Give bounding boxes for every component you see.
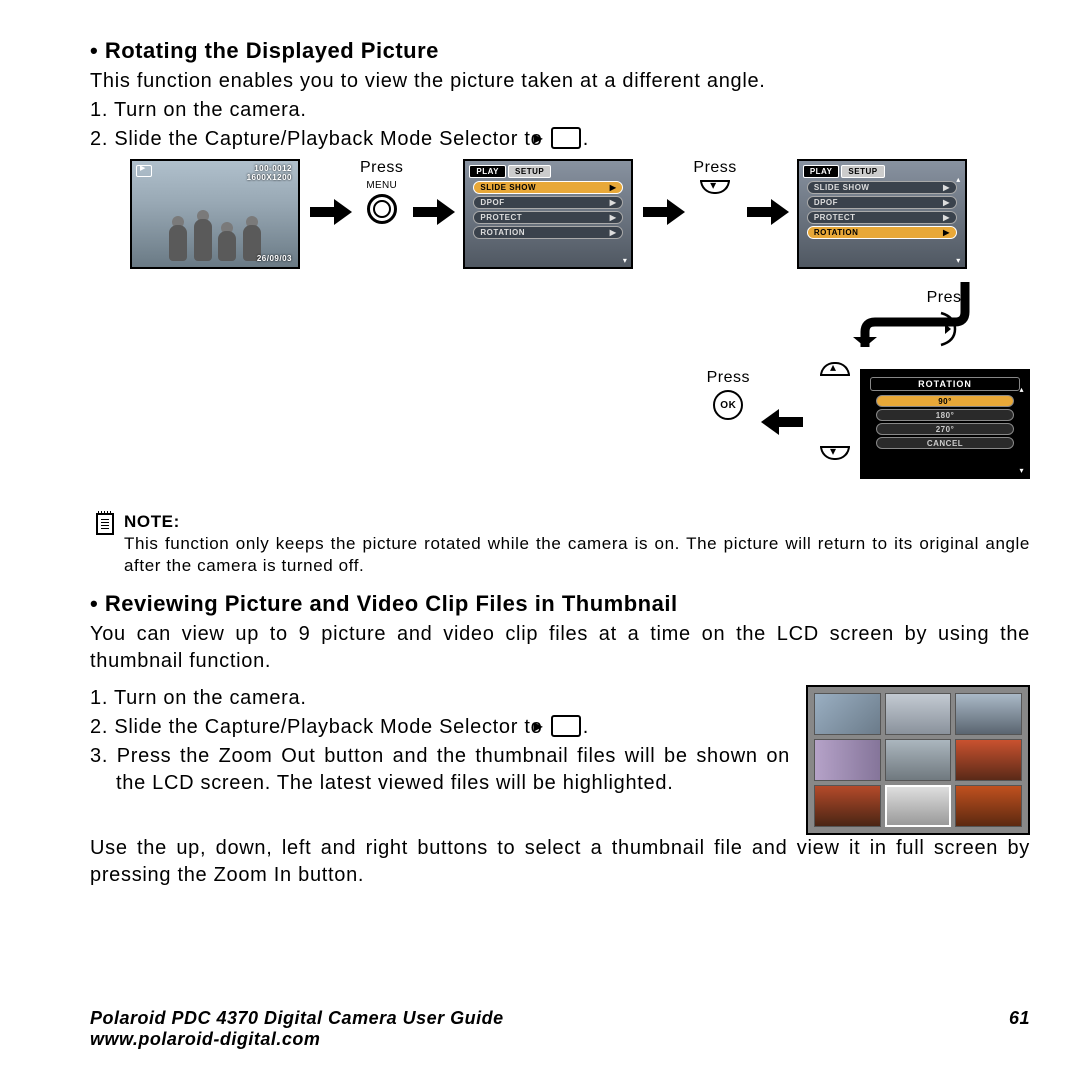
menu-screen-1: PLAY SETUP SLIDE SHOW▶ DPOF▶ PROTECT▶ RO… [463, 159, 633, 269]
note-text: This function only keeps the picture rot… [124, 533, 1030, 577]
dpad-down-icon [700, 180, 730, 194]
press-label: Press [927, 289, 970, 307]
rotation-screen: ROTATION 90° 180° 270° CANCEL ▴ ▾ [860, 369, 1030, 479]
thumbnail [885, 739, 952, 781]
tab-setup: SETUP [508, 165, 551, 178]
footer: Polaroid PDC 4370 Digital Camera User Gu… [90, 1008, 1030, 1050]
footer-title: Polaroid PDC 4370 Digital Camera User Gu… [90, 1008, 504, 1029]
menu-label: MENU [366, 180, 397, 191]
rotation-header: ROTATION [870, 377, 1020, 391]
arrow-right-icon [308, 199, 352, 225]
tab-setup: SETUP [841, 165, 884, 178]
s2-step2a: 2. Slide the Capture/Playback Mode Selec… [90, 716, 549, 738]
dpad-right-icon [937, 309, 965, 349]
note-block: NOTE: This function only keeps the pictu… [90, 511, 1030, 577]
curved-arrow-icon [850, 277, 1000, 367]
arrow-left-icon [761, 409, 805, 435]
rot-opt-90: 90° [876, 395, 1014, 407]
diagram-row-2: Press ROTATION 90° 180° 270° CANCEL ▴ ▾ … [130, 279, 1030, 509]
playback-indicator-icon [136, 165, 152, 177]
section1-intro: This function enables you to view the pi… [90, 68, 1030, 95]
footer-url: www.polaroid-digital.com [90, 1029, 504, 1050]
section2-title: Reviewing Picture and Video Clip Files i… [90, 591, 1030, 617]
page-number: 61 [1009, 1008, 1030, 1050]
note-icon [96, 513, 114, 535]
arrow-right-icon [411, 199, 455, 225]
thumbnail [814, 785, 881, 827]
camera-photo-screen: 100-0012 1600X1200 26/09/03 [130, 159, 300, 269]
menu-button-icon [367, 194, 397, 224]
thumbnail [955, 739, 1022, 781]
dpad-down-icon [820, 446, 850, 460]
photo-res: 1600X1200 [247, 174, 292, 183]
section2-intro: You can view up to 9 picture and video c… [90, 621, 1030, 675]
note-label: NOTE: [124, 511, 1030, 533]
menu-item-slideshow: SLIDE SHOW▶ [807, 181, 957, 194]
photo-date: 26/09/03 [257, 254, 292, 263]
arrow-right-icon [641, 199, 685, 225]
press-label: Press [360, 159, 403, 177]
thumbnail-grid [806, 685, 1030, 835]
ok-button-icon: OK [713, 390, 743, 420]
menu-item-protect: PROTECT▶ [807, 211, 957, 224]
photo-overlay: 100-0012 1600X1200 [247, 165, 292, 183]
menu-screen-2: PLAY SETUP SLIDE SHOW▶ DPOF▶ PROTECT▶ RO… [797, 159, 967, 269]
rot-opt-cancel: CANCEL [876, 437, 1014, 449]
thumbnail [885, 693, 952, 735]
arrow-right-icon [745, 199, 789, 225]
menu-item-slideshow: SLIDE SHOW▶ [473, 181, 623, 194]
rot-opt-270: 270° [876, 423, 1014, 435]
s2-step2b: . [583, 716, 589, 738]
tab-play: PLAY [803, 165, 840, 178]
step2-text-a: 2. Slide the Capture/Playback Mode Selec… [90, 128, 549, 150]
playback-icon [551, 127, 581, 149]
diagram-row-1: 100-0012 1600X1200 26/09/03 Press MENU P… [130, 159, 1030, 269]
press-ok-col: Press OK [707, 369, 750, 420]
thumbnail [814, 693, 881, 735]
section1-title: Rotating the Displayed Picture [90, 38, 1030, 64]
menu-item-rotation: ROTATION▶ [473, 226, 623, 239]
step2-text-b: . [583, 128, 589, 150]
playback-icon [551, 715, 581, 737]
section2-after: Use the up, down, left and right buttons… [90, 835, 1030, 889]
tab-play: PLAY [469, 165, 506, 178]
menu-item-dpof: DPOF▶ [807, 196, 957, 209]
menu-item-rotation: ROTATION▶ [807, 226, 957, 239]
rot-opt-180: 180° [876, 409, 1014, 421]
section1-step2: 2. Slide the Capture/Playback Mode Selec… [90, 126, 1030, 153]
press-menu-col: Press MENU [360, 159, 403, 224]
press-label: Press [693, 159, 736, 177]
thumbnail [814, 739, 881, 781]
press-down-col: Press [693, 159, 736, 194]
thumbnail [955, 693, 1022, 735]
thumbnail-highlighted [885, 785, 952, 827]
press-label: Press [707, 369, 750, 387]
dpad-up-icon [820, 362, 850, 376]
section1-step1: 1. Turn on the camera. [90, 97, 1030, 124]
menu-item-dpof: DPOF▶ [473, 196, 623, 209]
menu-item-protect: PROTECT▶ [473, 211, 623, 224]
thumbnail [955, 785, 1022, 827]
